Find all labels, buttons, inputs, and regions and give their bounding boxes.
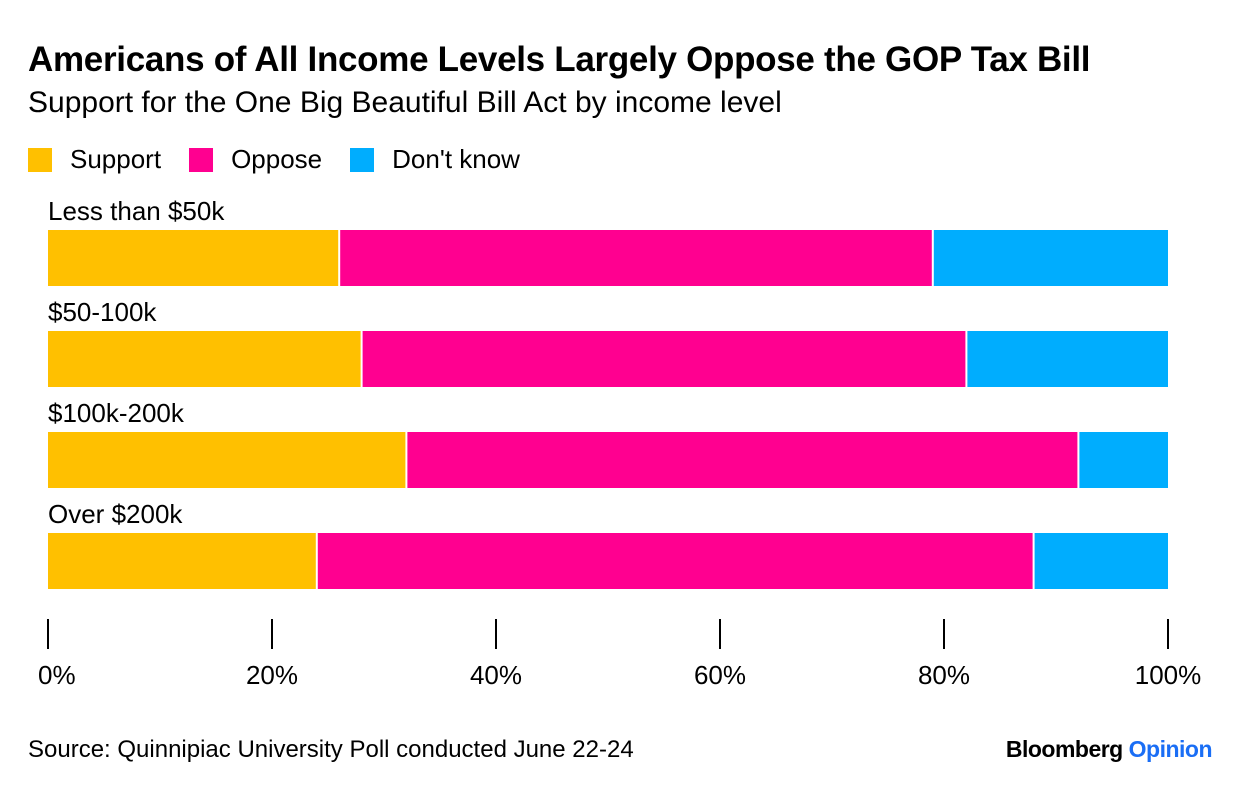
legend-label-oppose: Oppose: [231, 144, 323, 174]
bar-support-50-100k: [48, 331, 362, 387]
bar-support-over-200k: [48, 533, 317, 589]
bar-support-less-than-50k: [48, 230, 340, 286]
legend-swatch-oppose: [189, 147, 214, 172]
category-label-50-100k: $50-100k: [48, 297, 157, 327]
brand-name: Bloomberg: [1005, 736, 1123, 762]
bar-oppose-50-100k: [361, 331, 967, 387]
bar-oppose-less-than-50k: [339, 230, 933, 286]
legend: Support Oppose Don't know: [28, 144, 548, 175]
x-tick-label-100: 100%: [1135, 660, 1202, 690]
legend-swatch-dont-know: [350, 147, 375, 172]
bar-don-t-know-over-200k: [1033, 533, 1168, 589]
bar-don-t-know-less-than-50k: [932, 230, 1168, 286]
brand-section: Opinion: [1128, 736, 1213, 762]
bar-don-t-know-50-100k: [966, 331, 1168, 387]
x-tick-label-0: 0%: [38, 660, 76, 690]
legend-item-dont-know: Don't know: [350, 144, 520, 175]
chart-subtitle: Support for the One Big Beautiful Bill A…: [28, 86, 782, 119]
bar-support-100k-200k: [48, 432, 407, 488]
x-tick-label-40: 40%: [470, 660, 522, 690]
x-tick-label-60: 60%: [694, 660, 746, 690]
category-label-less-than-50k: Less than $50k: [48, 196, 225, 226]
brand-logo: Bloomberg Opinion: [1005, 736, 1213, 763]
legend-swatch-support: [28, 147, 52, 172]
category-label-100k-200k: $100k-200k: [48, 398, 185, 428]
x-tick-label-80: 80%: [918, 660, 970, 690]
x-tick-label-20: 20%: [246, 660, 298, 690]
source-note: Source: Quinnipiac University Poll condu…: [28, 736, 634, 763]
bar-oppose-100k-200k: [406, 432, 1079, 488]
legend-label-dont-know: Don't know: [392, 144, 520, 174]
legend-item-oppose: Oppose: [189, 144, 322, 175]
category-label-over-200k: Over $200k: [48, 499, 183, 529]
legend-label-support: Support: [70, 144, 162, 174]
bar-oppose-over-200k: [316, 533, 1034, 589]
bar-don-t-know-100k-200k: [1078, 432, 1168, 488]
legend-item-support: Support: [28, 144, 161, 175]
chart-title: Americans of All Income Levels Largely O…: [28, 40, 1091, 79]
